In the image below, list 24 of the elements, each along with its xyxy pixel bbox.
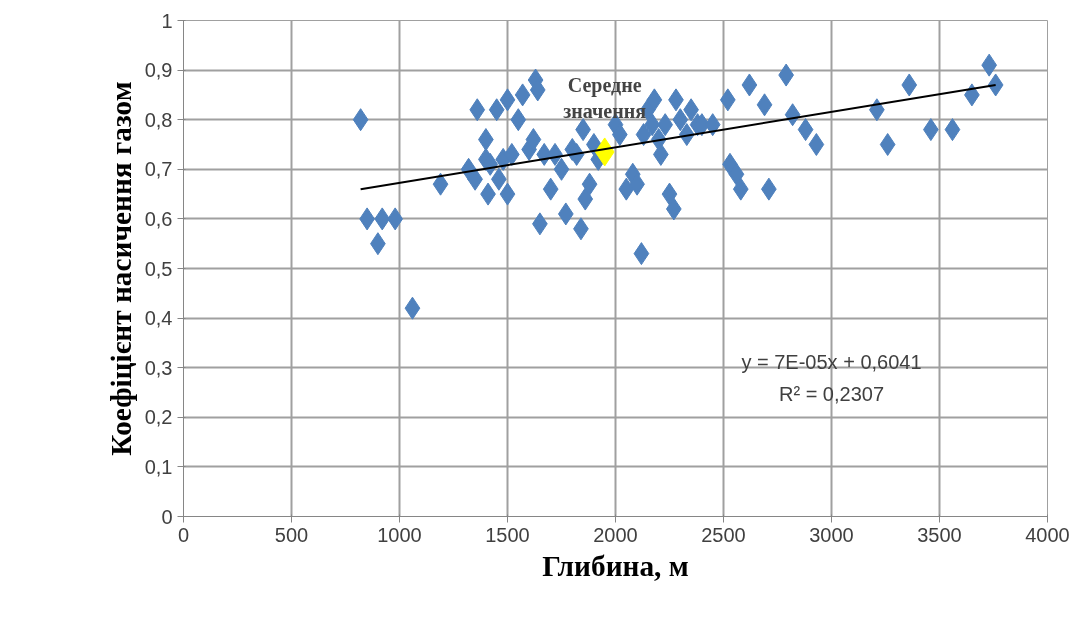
annotation: y = 7E-05x + 0,6041 bbox=[741, 350, 922, 373]
x-tick-label: 3500 bbox=[917, 523, 962, 546]
y-tick-label: 0 bbox=[161, 505, 173, 528]
y-axis-title: Коефіцієнт насичення газом bbox=[104, 81, 137, 456]
y-tick-label: 0,7 bbox=[144, 158, 173, 181]
x-tick-label: 4000 bbox=[1025, 523, 1070, 546]
y-tick-label: 0,3 bbox=[144, 356, 173, 379]
y-tick-label: 0,9 bbox=[144, 59, 173, 82]
annotation: R² = 0,2307 bbox=[778, 382, 885, 405]
y-tick-label: 0,6 bbox=[144, 207, 173, 230]
y-tick-label: 0,4 bbox=[144, 307, 173, 330]
x-tick-label: 1500 bbox=[485, 523, 530, 546]
x-tick-label: 2000 bbox=[593, 523, 638, 546]
y-tick-label: 0,8 bbox=[144, 108, 173, 131]
x-tick-label: 2500 bbox=[701, 523, 746, 546]
y-tick-label: 0,1 bbox=[144, 455, 173, 478]
x-axis-title: Глибина, м bbox=[542, 549, 689, 582]
x-tick-label: 1000 bbox=[377, 523, 422, 546]
y-tick-label: 0,2 bbox=[144, 406, 173, 429]
y-tick-label: 0,5 bbox=[144, 257, 173, 280]
y-tick-label: 1 bbox=[161, 9, 173, 32]
x-tick-label: 500 bbox=[274, 523, 309, 546]
x-tick-label: 0 bbox=[177, 523, 190, 546]
x-tick-label: 3000 bbox=[809, 523, 854, 546]
